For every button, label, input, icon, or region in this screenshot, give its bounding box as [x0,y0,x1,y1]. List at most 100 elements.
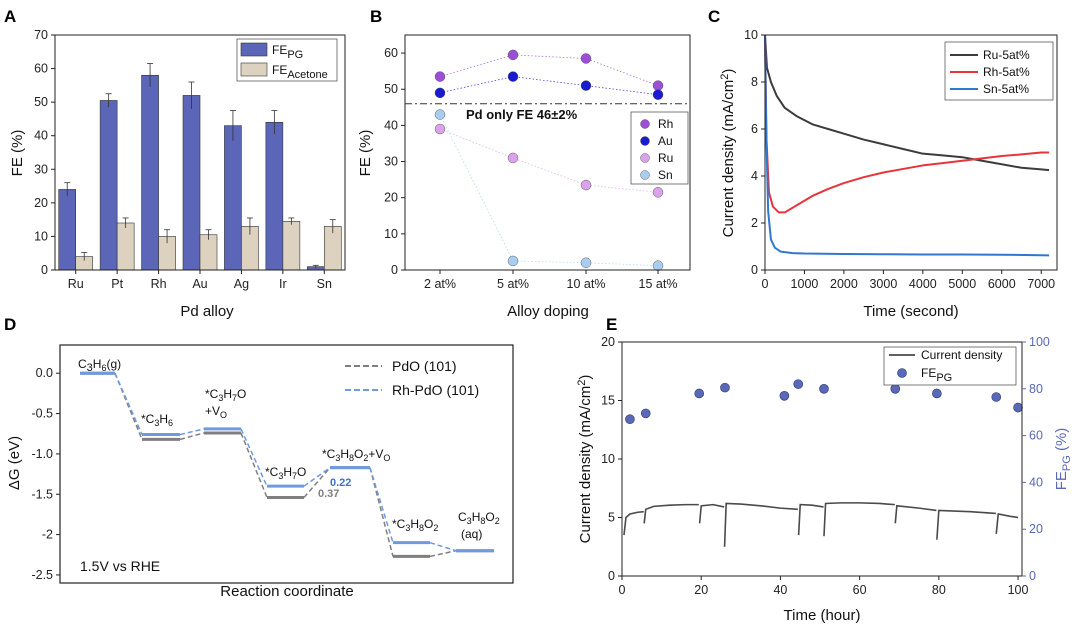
c-y-tick-label-0: 0 [751,263,758,277]
legend-label-fe-pg: FEPG [272,43,303,61]
current-density-segment-1 [643,503,699,524]
y-tick-label-50: 50 [34,95,48,109]
connector-pdo-101-4 [369,467,394,557]
e-y-tick-label-10: 10 [601,452,615,466]
state-label-c3h7o-vo-top: *C3H7O [205,387,246,403]
e-x-tick-label-80: 80 [932,583,946,597]
point-ru-2-at [434,123,446,135]
y-tick-label-60: 60 [34,62,48,76]
panel-a-bar-chart: Ru Pt Rh Au Ag Ir Sn 0 10 20 30 40 50 60 70 Pd alloy F… [9,28,346,320]
b-y-tick-label-60: 60 [384,46,398,60]
panel-d-xlabel: Reaction coordinate [220,583,353,600]
point-sn-10-at [580,257,592,268]
point-rh-15-at [652,80,664,91]
fe-pg-point-0 [625,414,635,425]
connector-pdo-101-5 [429,549,457,558]
e-y-tick-label-15: 15 [601,394,615,408]
fe-pg-point-4 [779,391,790,401]
current-density-segment-5 [823,502,895,537]
y-tick-label-30: 30 [34,162,48,176]
y-tick-label-40: 40 [34,129,48,143]
legend-label-fe-acetone: FEAcetone [272,63,328,81]
state-label-aq: (aq) [461,527,482,541]
connector-rh-pdo-101-3 [303,467,331,487]
connector-rh-pdo-101-2 [240,428,268,487]
panel-label-e: E [606,315,617,334]
e-y2-tick-label-100: 100 [1029,335,1050,349]
e-y-tick-label-20: 20 [601,335,615,349]
y-tick-label-20: 20 [34,196,48,210]
barrier-label-rh-pdo: 0.22 [330,477,351,489]
current-density-segment-6 [894,504,937,524]
c-x-tick-label-0: 0 [762,277,769,291]
c-y-tick-label-6: 6 [751,122,758,136]
legend-label-current-density: Current density [921,348,1002,362]
e-y2-tick-label-40: 40 [1029,475,1043,489]
b-x-tick-label-5-at: 5 at% [497,277,529,291]
legend-marker-sn [640,170,650,180]
state-label-c3h7o-vo-bottom: +VO [205,404,227,420]
d-y-tick-label-3: -1.5 [31,487,53,501]
panel-d-condition: 1.5V vs RHE [80,558,160,574]
state-label-c3h8o2: *C3H8O2 [392,517,438,533]
c-x-tick-label-6000: 6000 [988,277,1016,291]
legend-label-fe-pg-e: FEPG [921,366,952,384]
panel-b-reference-label: Pd only FE 46±2% [466,107,578,122]
bar-pg-rh [141,74,159,271]
legend-marker-ru [640,153,650,163]
legend-label-rh-5at: Rh-5at% [983,65,1030,79]
series-line-sn-5at [764,34,1050,257]
bar-pg-au [182,95,201,271]
panel-a-xlabel: Pd alloy [180,303,234,320]
panel-e-xlabel: Time (hour) [784,607,861,624]
x-tick-label-au: Au [192,277,207,291]
series-line-rh [439,54,659,86]
bar-acetone-pt [116,222,135,271]
barrier-label-pdo: 0.37 [318,488,339,500]
series-line-au [439,76,659,96]
e-y2-tick-label-0: 0 [1029,569,1036,583]
current-density-segment-4 [797,503,824,536]
fe-pg-point-8 [932,388,942,399]
bar-pg-ru [58,189,77,271]
point-rh-2-at [434,71,446,82]
fe-pg-point-9 [991,392,1002,402]
state-label-c3h6: *C3H6 [141,412,173,428]
e-y2-tick-label-20: 20 [1029,522,1043,536]
b-y-tick-label-50: 50 [384,82,398,96]
x-tick-label-ru: Ru [68,277,84,291]
panel-c-frame [764,34,1058,271]
current-density-segment-2 [698,503,725,524]
panel-e-legend: Current density FEPG [883,346,1017,386]
panel-b-scatter-chart: 0 10 20 30 40 50 60 2 at% 5 at% 10 at% 15 at% Pd o… [357,34,691,320]
point-rh-5-at [507,49,519,61]
y-tick-label-10: 10 [34,229,48,243]
panel-a-frame [54,34,346,271]
c-x-tick-label-3000: 3000 [869,277,897,291]
connector-rh-pdo-101-5 [429,541,457,552]
y-tick-label-0: 0 [41,263,48,277]
panel-c-xlabel: Time (second) [863,303,958,320]
bar-pg-ir [265,121,284,271]
b-x-tick-label-2-at: 2 at% [424,277,456,291]
e-x-tick-label-0: 0 [619,583,626,597]
bar-acetone-au [199,234,218,271]
series-line-sn [439,114,659,267]
bar-pg-ag [224,125,242,271]
current-density-segment-8 [995,513,1019,534]
legend-label-au: Au [658,134,673,148]
x-tick-label-sn: Sn [317,277,332,291]
point-sn-5-at [507,255,519,267]
point-au-5-at [507,71,519,82]
fe-pg-point-3 [720,382,730,393]
legend-label-ru-5at: Ru-5at% [983,48,1030,62]
connector-rh-pdo-101-4 [369,467,394,543]
legend-marker-au [640,136,650,146]
legend-label-sn: Sn [658,168,673,182]
panel-b-frame [404,34,691,271]
x-tick-label-ag: Ag [234,277,249,291]
series-line-ru-5at [764,34,1050,172]
legend-marker-rh [640,119,650,129]
current-density-segment-3 [723,502,798,547]
